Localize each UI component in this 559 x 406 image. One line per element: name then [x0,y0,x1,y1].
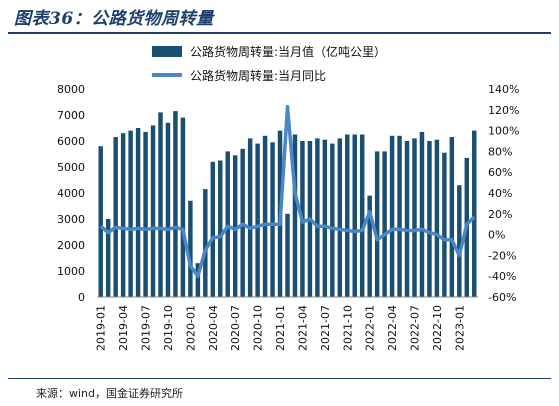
x-tick-label: 2019-01 [95,305,108,351]
bar [389,135,395,297]
x-tick-label: 2022-10 [431,305,444,351]
bar [232,155,238,297]
x-tick-label: 2022-01 [364,305,377,351]
yoy-line [99,104,476,278]
right-tick-label: -60% [488,291,516,304]
left-tick-label: 7000 [57,109,85,122]
bar [359,134,365,297]
x-tick-label: 2021-10 [341,305,354,351]
x-tick-label: 2021-07 [319,305,332,351]
bar [427,141,432,297]
bar [255,143,260,297]
bar [210,161,216,297]
x-tick-label: 2020-04 [207,305,220,351]
bar [449,137,455,297]
left-tick-label: 0 [78,291,85,304]
bar [322,139,328,297]
figure-title: 图表36：公路货物周转量 [14,9,214,29]
right-axis: -60% -40% -20% 0% 20% 40% 60% 80% 100% 120% 140% [488,83,519,304]
x-tick-label: 2021-01 [274,305,287,351]
bar [292,134,298,297]
bar [442,152,447,297]
bar [188,200,193,297]
left-axis: 0 1000 2000 3000 4000 5000 6000 7000 8000 [57,83,85,304]
x-tick-label: 2023-01 [453,305,466,351]
bar [113,137,118,297]
bar [218,160,223,297]
bar [225,151,230,297]
bar [352,134,357,297]
bar [135,128,141,297]
source-note: 来源：wind，国金证券研究所 [36,387,184,400]
x-axis: 2019-01 2019-04 2019-07 2019-10 2020-01 2020-… [95,296,478,351]
right-tick-label: 140% [488,83,519,96]
bar [150,125,156,298]
left-tick-label: 8000 [57,83,85,96]
right-tick-label: -20% [488,249,516,262]
bar [120,133,126,297]
bar [345,134,350,297]
bar [173,111,178,297]
bar [180,117,186,297]
source-rule [8,378,551,379]
bar [285,213,290,297]
bar [419,131,425,297]
x-tick-label: 2021-04 [296,305,309,351]
left-tick-label: 1000 [57,265,85,278]
bar [98,146,103,297]
legend-bar-swatch [152,46,182,57]
x-tick-label: 2020-01 [184,305,197,351]
title-rule [8,32,551,34]
right-tick-label: 80% [488,145,512,158]
bar [404,141,410,297]
bar [247,138,253,297]
bar-series [98,111,477,298]
bar [143,131,148,297]
right-tick-label: 20% [488,208,512,221]
right-tick-label: 100% [488,125,519,138]
bar [472,130,477,297]
right-tick-label: 120% [488,104,519,117]
left-tick-label: 3000 [57,213,85,226]
bar [203,189,208,297]
bar [367,195,372,297]
right-tick-label: 40% [488,187,512,200]
legend-line-label: 公路货物周转量:当月同比 [190,68,326,83]
x-tick-label: 2019-04 [117,305,130,351]
x-tick-label: 2022-04 [386,305,399,351]
bar [262,135,268,297]
x-tick-label: 2020-10 [252,305,265,351]
bar [195,263,201,297]
x-tick-label: 2020-07 [229,305,242,351]
bar [128,130,133,297]
x-tick-label: 2019-10 [162,305,175,351]
bar [434,139,440,297]
bar [374,151,380,297]
bar [457,185,462,297]
left-tick-label: 6000 [57,135,85,148]
left-tick-label: 4000 [57,187,85,200]
legend: 公路货物周转量:当月值（亿吨公里） 公路货物周转量:当月同比 [152,44,386,83]
right-tick-label: -40% [488,270,516,283]
bar [315,138,320,297]
bar [330,143,335,297]
bar [412,138,417,297]
left-tick-label: 2000 [57,239,85,252]
bar [382,151,387,297]
bar [165,122,171,297]
chart: 公路货物周转量:当月值（亿吨公里） 公路货物周转量:当月同比 0 1000 2000… [57,44,519,351]
bar [270,142,275,297]
line-series [99,104,476,278]
legend-bar-label: 公路货物周转量:当月值（亿吨公里） [190,44,386,59]
x-tick-label: 2019-07 [140,305,153,351]
bar [158,112,163,298]
bar [105,219,111,297]
bar [397,135,402,297]
bar [337,138,343,297]
right-tick-label: 0% [488,229,505,242]
right-tick-label: 60% [488,166,512,179]
x-tick-label: 2022-07 [409,305,422,351]
left-tick-label: 5000 [57,161,85,174]
